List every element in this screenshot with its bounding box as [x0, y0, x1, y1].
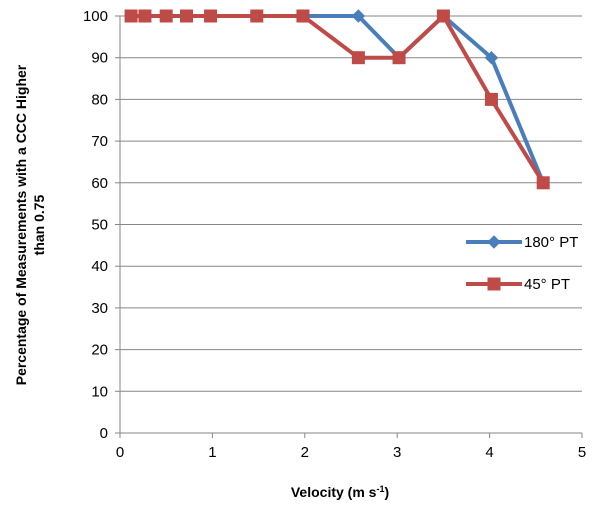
x-tick-label: 0 — [116, 444, 124, 461]
x-axis-title-superscript: -1 — [376, 484, 384, 494]
y-tick-label: 90 — [91, 50, 108, 67]
y-tick-label: 10 — [91, 383, 108, 400]
data-point — [351, 51, 365, 65]
data-point — [204, 9, 218, 23]
data-point — [250, 9, 264, 23]
legend-marker — [487, 235, 501, 249]
y-tick-label: 60 — [91, 175, 108, 192]
axes — [115, 15, 583, 438]
data-point — [296, 9, 310, 23]
gridlines — [120, 15, 582, 392]
x-axis-title: Velocity (m s-1) — [291, 484, 389, 500]
legend-item: 45° PT — [466, 276, 570, 293]
series-layer — [124, 9, 550, 190]
y-tick-labels: 0 10 20 30 40 50 60 70 80 90 100 — [83, 8, 108, 442]
data-point — [180, 9, 194, 23]
data-point — [436, 9, 450, 23]
x-tick-label: 3 — [393, 444, 401, 461]
x-tick-label: 4 — [485, 444, 493, 461]
legend-label: 45° PT — [524, 276, 570, 293]
series-red — [124, 9, 550, 190]
y-tick-label: 70 — [91, 133, 108, 150]
legend-marker — [487, 277, 501, 291]
data-point — [484, 92, 498, 106]
data-point — [124, 9, 138, 23]
y-tick-label: 40 — [91, 258, 108, 275]
legend-item: 180° PT — [466, 234, 578, 251]
legend: 180° PT 45° PT — [466, 234, 578, 293]
data-point — [536, 176, 550, 190]
y-tick-label: 20 — [91, 342, 108, 359]
x-tick-label: 5 — [578, 444, 586, 461]
y-axis-title-line2: than 0.75 — [31, 194, 47, 255]
y-tick-label: 0 — [100, 425, 108, 442]
y-tick-label: 80 — [91, 91, 108, 108]
data-point — [159, 9, 173, 23]
x-tick-label: 2 — [301, 444, 309, 461]
data-point — [138, 9, 152, 23]
data-point — [392, 51, 406, 65]
y-tick-label: 50 — [91, 217, 108, 234]
data-point — [484, 50, 499, 65]
data-point — [351, 9, 366, 23]
y-axis-title-line1: Percentage of Measurements with a CCC Hi… — [13, 64, 29, 385]
legend-label: 180° PT — [524, 234, 578, 251]
y-tick-label: 30 — [91, 300, 108, 317]
x-tick-label: 1 — [208, 444, 216, 461]
x-tick-labels: 0 1 2 3 4 5 — [116, 444, 586, 461]
y-tick-label: 100 — [83, 8, 108, 25]
